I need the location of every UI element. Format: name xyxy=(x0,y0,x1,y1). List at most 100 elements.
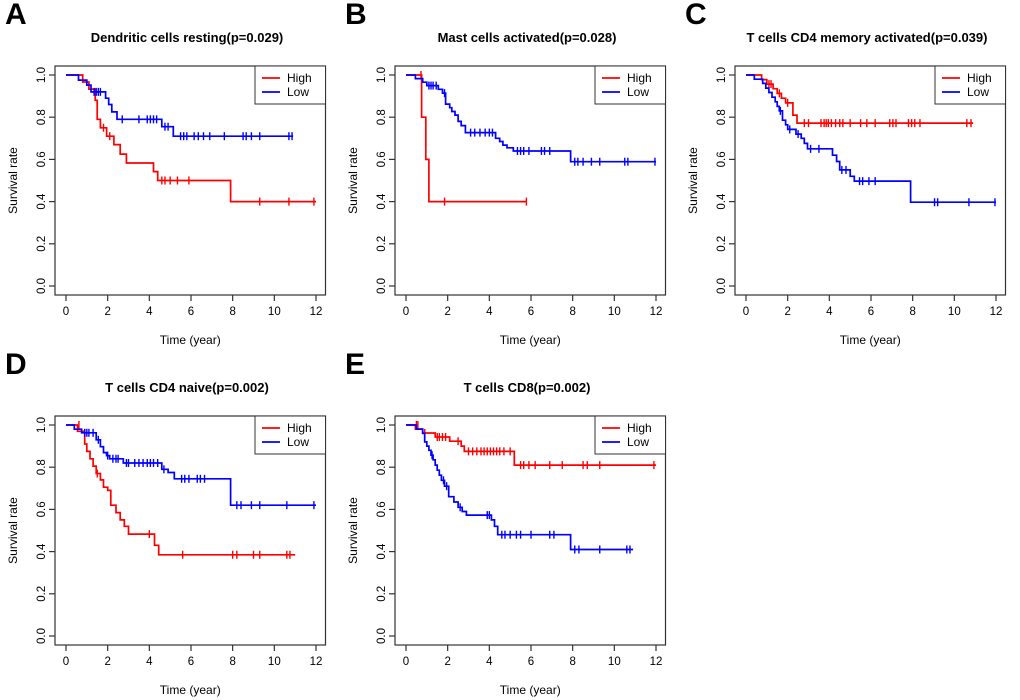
x-axis-title: Time (year) xyxy=(160,333,221,347)
panel-c-letter: C xyxy=(685,0,707,31)
x-tick-label: 0 xyxy=(63,656,69,668)
plot-frame xyxy=(734,65,1007,296)
panel-e-letter: E xyxy=(345,348,366,381)
panel-d-plot: 0 2 4 6 8 10 12 0.0 0.2 0.4 0.6 0.8 1.0 Time (year) Su… xyxy=(6,415,327,697)
x-tick-label: 4 xyxy=(826,306,833,318)
y-tick-label: 0.0 xyxy=(376,628,388,644)
x-tick-label: 4 xyxy=(486,656,493,668)
censor-ticks-high xyxy=(768,80,972,128)
censor-ticks-low xyxy=(428,81,656,166)
x-tick-label: 0 xyxy=(403,656,409,668)
x-tick-label: 0 xyxy=(743,306,749,318)
x-tick-label: 12 xyxy=(650,656,663,668)
y-tick-label: 1.0 xyxy=(716,67,728,83)
y-axis-title: Survival rate xyxy=(346,497,360,564)
panel-c-plot: 0 2 4 6 8 10 12 0.0 0.2 0.4 0.6 0.8 1.0 Time (year) Su… xyxy=(686,65,1007,347)
legend-label-high: High xyxy=(627,421,652,435)
survival-curve-high xyxy=(66,424,296,556)
x-tick-label: 12 xyxy=(310,306,323,318)
panel-a-title: Dendritic cells resting(p=0.029) xyxy=(90,30,284,45)
panel-b-title: Mast cells activated(p=0.028) xyxy=(437,30,617,45)
panel-b-plot: 0 2 4 6 8 10 12 0.0 0.2 0.4 0.6 0.8 1.0 Time (year) Su… xyxy=(346,65,667,347)
survival-curve-low xyxy=(66,74,294,138)
legend-box xyxy=(594,65,666,105)
x-tick-label: 10 xyxy=(268,306,281,318)
y-tick-label: 0.2 xyxy=(36,236,48,252)
legend-box xyxy=(594,415,666,455)
panel-e-plot: 0 2 4 6 8 10 12 0.0 0.2 0.4 0.6 0.8 1.0 Time (year) Su… xyxy=(346,415,667,697)
x-tick-label: 8 xyxy=(229,306,235,318)
panel-e: E T cells CD8(p=0.002) 0 2 4 6 8 10 12 0.0 0.2 0.… xyxy=(340,350,680,700)
y-axis-title: Survival rate xyxy=(346,147,360,214)
legend-label-low: Low xyxy=(967,85,989,99)
x-tick-label: 6 xyxy=(868,306,874,318)
y-tick-label: 0.6 xyxy=(376,501,388,517)
x-tick-label: 12 xyxy=(990,306,1003,318)
panel-a-letter: A xyxy=(5,0,27,31)
legend-label-high: High xyxy=(287,421,312,435)
y-tick-label: 0.8 xyxy=(716,109,728,125)
x-tick-label: 2 xyxy=(784,306,790,318)
y-tick-label: 0.8 xyxy=(376,459,388,475)
y-tick-label: 0.4 xyxy=(376,193,388,210)
x-tick-label: 6 xyxy=(188,306,194,318)
x-tick-label: 2 xyxy=(104,306,110,318)
legend-label-low: Low xyxy=(287,435,309,449)
x-tick-label: 10 xyxy=(948,306,961,318)
censor-ticks-low xyxy=(431,451,631,554)
plot-frame xyxy=(54,65,327,296)
censor-ticks-high xyxy=(415,421,655,470)
panel-c: C T cells CD4 memory activated(p=0.039) … xyxy=(680,0,1020,350)
plot-frame xyxy=(394,65,667,296)
x-tick-label: 4 xyxy=(486,306,493,318)
x-axis-title: Time (year) xyxy=(500,683,561,697)
panel-e-title: T cells CD8(p=0.002) xyxy=(463,380,591,395)
x-tick-label: 4 xyxy=(146,656,153,668)
survival-curve-high xyxy=(406,74,527,203)
panel-b: B Mast cells activated(p=0.028) 0 2 4 6 8 10 1… xyxy=(340,0,680,350)
x-tick-label: 6 xyxy=(188,656,194,668)
x-tick-label: 8 xyxy=(569,656,575,668)
panel-a-plot: 0 2 4 6 8 10 12 0.0 0.2 0.4 0.6 0.8 1.0 Time (year) Su… xyxy=(6,65,327,347)
x-tick-label: 8 xyxy=(569,306,575,318)
y-tick-label: 0.2 xyxy=(376,586,388,602)
plot-frame xyxy=(54,415,327,646)
x-axis-title: Time (year) xyxy=(160,683,221,697)
legend-label-low: Low xyxy=(287,85,309,99)
censor-ticks-high xyxy=(420,71,528,206)
plot-frame xyxy=(394,415,667,646)
y-tick-label: 0.6 xyxy=(36,151,48,167)
legend-box xyxy=(254,65,326,105)
x-tick-label: 8 xyxy=(229,656,235,668)
x-tick-label: 10 xyxy=(268,656,281,668)
panel-b-letter: B xyxy=(345,0,367,31)
censor-ticks-low xyxy=(93,87,293,141)
y-tick-label: 0.6 xyxy=(716,151,728,167)
censor-ticks-high xyxy=(102,123,315,206)
y-tick-label: 0.0 xyxy=(376,278,388,294)
x-tick-label: 12 xyxy=(310,656,323,668)
panel-d-title: T cells CD4 naive(p=0.002) xyxy=(105,380,269,395)
y-tick-label: 0.4 xyxy=(716,193,728,210)
x-tick-label: 2 xyxy=(104,656,110,668)
x-tick-label: 0 xyxy=(403,306,409,318)
x-tick-label: 2 xyxy=(444,306,450,318)
panel-a: A Dendritic cells resting(p=0.029) 0 2 4 6 8… xyxy=(0,0,340,350)
y-tick-label: 1.0 xyxy=(36,417,48,433)
y-tick-label: 0.8 xyxy=(36,459,48,475)
y-tick-label: 0.8 xyxy=(376,109,388,125)
censor-ticks-low xyxy=(779,106,996,207)
x-tick-label: 10 xyxy=(608,656,621,668)
y-tick-label: 0.6 xyxy=(36,501,48,517)
y-tick-label: 0.0 xyxy=(716,278,728,294)
y-tick-label: 0.2 xyxy=(716,236,728,252)
legend-label-high: High xyxy=(967,71,992,85)
panel-d-letter: D xyxy=(5,348,27,381)
y-tick-label: 0.4 xyxy=(376,543,388,560)
